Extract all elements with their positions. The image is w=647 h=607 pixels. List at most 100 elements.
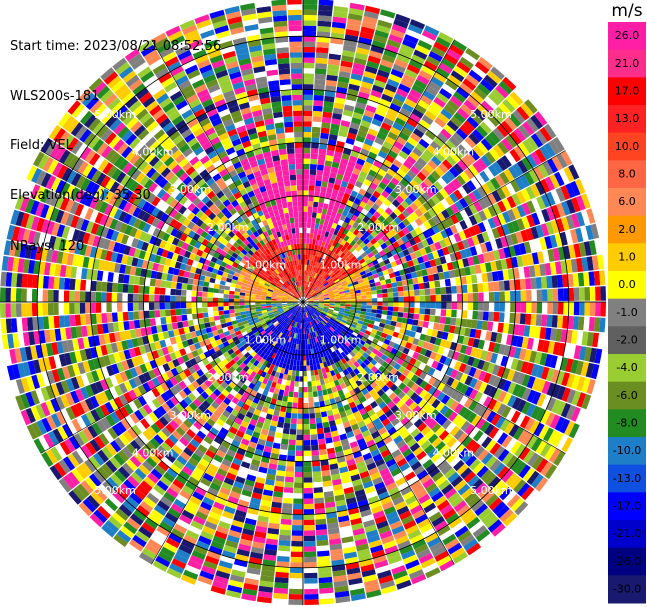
velocity-gate bbox=[213, 311, 219, 317]
velocity-gate bbox=[323, 219, 329, 227]
velocity-gate bbox=[342, 175, 351, 183]
velocity-gate bbox=[491, 364, 501, 376]
velocity-gate bbox=[486, 362, 496, 374]
velocity-gate bbox=[521, 202, 531, 216]
velocity-gate bbox=[325, 330, 330, 337]
velocity-gate bbox=[260, 304, 266, 307]
velocity-gate bbox=[449, 192, 459, 203]
velocity-gate bbox=[365, 174, 375, 182]
velocity-gate bbox=[500, 236, 509, 248]
velocity-gate bbox=[405, 452, 416, 463]
velocity-gate bbox=[386, 380, 394, 389]
velocity-gate bbox=[305, 248, 309, 255]
velocity-gate bbox=[363, 161, 373, 170]
velocity-gate bbox=[450, 440, 461, 452]
velocity-gate bbox=[459, 267, 466, 277]
velocity-gate bbox=[369, 255, 377, 262]
velocity-gate bbox=[133, 311, 140, 320]
velocity-gate bbox=[352, 242, 360, 250]
velocity-gate bbox=[343, 362, 350, 369]
velocity-gate bbox=[374, 234, 382, 242]
velocity-gate bbox=[213, 315, 220, 321]
velocity-gate bbox=[385, 263, 393, 270]
velocity-gate bbox=[352, 62, 366, 71]
velocity-gate bbox=[303, 402, 309, 409]
velocity-gate bbox=[393, 173, 403, 182]
velocity-gate bbox=[441, 58, 456, 70]
velocity-gate bbox=[559, 418, 571, 434]
velocity-gate bbox=[402, 248, 410, 257]
velocity-gate bbox=[321, 384, 327, 391]
velocity-gate bbox=[362, 264, 370, 271]
velocity-gate bbox=[441, 419, 452, 430]
velocity-gate bbox=[315, 318, 320, 324]
velocity-gate bbox=[474, 503, 488, 517]
velocity-gate bbox=[306, 227, 311, 234]
velocity-gate bbox=[400, 430, 411, 440]
velocity-gate bbox=[528, 325, 536, 338]
velocity-gate bbox=[526, 214, 536, 228]
velocity-gate bbox=[337, 286, 344, 291]
velocity-gate bbox=[495, 260, 503, 271]
velocity-gate bbox=[424, 25, 440, 37]
velocity-gate bbox=[394, 270, 401, 277]
velocity-gate bbox=[430, 452, 442, 463]
velocity-gate bbox=[362, 352, 370, 359]
velocity-gate bbox=[295, 370, 300, 377]
velocity-gate bbox=[407, 260, 415, 268]
velocity-gate bbox=[321, 208, 328, 215]
velocity-gate bbox=[319, 246, 324, 253]
velocity-gate bbox=[323, 295, 329, 298]
velocity-gate bbox=[366, 308, 372, 313]
velocity-gate bbox=[442, 159, 453, 170]
velocity-gate bbox=[404, 267, 411, 275]
velocity-gate bbox=[372, 338, 379, 345]
velocity-gate bbox=[286, 374, 292, 381]
velocity-gate bbox=[568, 287, 575, 301]
velocity-gate bbox=[463, 512, 477, 525]
velocity-gate bbox=[325, 323, 331, 329]
velocity-gate bbox=[170, 315, 177, 323]
velocity-gate bbox=[304, 567, 318, 574]
velocity-gate bbox=[334, 235, 340, 242]
velocity-gate bbox=[305, 270, 308, 276]
velocity-gate bbox=[445, 452, 458, 464]
velocity-gate bbox=[312, 306, 318, 310]
velocity-gate bbox=[336, 271, 342, 277]
velocity-gate bbox=[48, 316, 55, 329]
velocity-gate bbox=[378, 14, 394, 24]
velocity-gate bbox=[308, 303, 314, 306]
velocity-gate bbox=[307, 294, 312, 299]
velocity-gate bbox=[318, 296, 324, 299]
velocity-gate bbox=[464, 375, 473, 386]
velocity-gate bbox=[408, 238, 417, 246]
velocity-gate bbox=[352, 375, 360, 382]
velocity-gate bbox=[535, 458, 549, 473]
velocity-gate bbox=[432, 344, 440, 353]
velocity-gate bbox=[337, 347, 344, 354]
velocity-gate bbox=[492, 400, 502, 413]
velocity-gate bbox=[364, 268, 371, 274]
velocity-gate bbox=[122, 311, 129, 321]
velocity-gate bbox=[434, 280, 441, 288]
velocity-gate bbox=[381, 190, 390, 199]
velocity-gate bbox=[359, 227, 367, 235]
velocity-gate bbox=[419, 347, 428, 356]
velocity-gate bbox=[412, 277, 419, 285]
velocity-gate bbox=[397, 333, 405, 340]
velocity-gate bbox=[333, 322, 339, 327]
velocity-gate bbox=[329, 199, 336, 206]
velocity-gate bbox=[348, 261, 355, 268]
velocity-gate bbox=[399, 164, 410, 174]
velocity-gate bbox=[421, 134, 433, 145]
velocity-gate bbox=[319, 285, 325, 290]
velocity-gate bbox=[427, 395, 437, 406]
velocity-gate bbox=[481, 231, 490, 243]
velocity-gate bbox=[397, 365, 406, 374]
velocity-gate bbox=[499, 508, 514, 523]
velocity-gate bbox=[393, 233, 401, 241]
velocity-gate bbox=[565, 259, 573, 274]
velocity-gate bbox=[360, 327, 367, 334]
velocity-gate bbox=[439, 355, 447, 365]
velocity-gate bbox=[572, 316, 579, 330]
